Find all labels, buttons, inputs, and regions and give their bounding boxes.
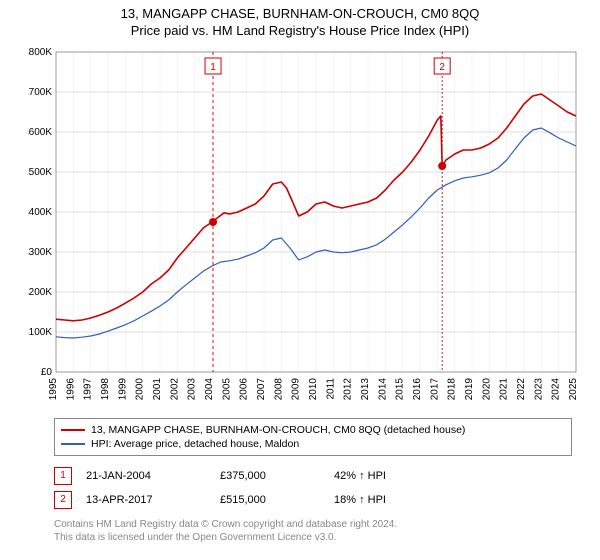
svg-text:2009: 2009 [291,378,302,401]
sale-delta-2: 18% ↑ HPI [334,494,454,506]
svg-text:2004: 2004 [204,378,215,401]
svg-text:2002: 2002 [169,378,180,401]
svg-text:2011: 2011 [325,378,336,400]
svg-text:2005: 2005 [221,378,232,401]
footer-line-1: Contains HM Land Registry data © Crown c… [54,518,572,531]
svg-text:2024: 2024 [551,378,562,401]
legend-item-property: 13, MANGAPP CHASE, BURNHAM-ON-CROUCH, CM… [61,423,565,437]
price-chart: £0 £100K £200K £300K £400K £500K £600K £700K £80… [28,42,588,412]
svg-text:2018: 2018 [447,378,458,401]
svg-text:2010: 2010 [308,378,319,401]
footer: Contains HM Land Registry data © Crown c… [54,518,572,544]
svg-text:2000: 2000 [135,378,146,401]
svg-text:2013: 2013 [360,378,371,401]
svg-text:2021: 2021 [499,378,510,401]
sale-row-1: 1 21-JAN-2004 £375,000 42% ↑ HPI [54,464,572,488]
svg-text:2025: 2025 [568,378,579,401]
sale-price-1: £375,000 [220,470,320,482]
svg-text:1995: 1995 [48,378,59,401]
sales-table: 1 21-JAN-2004 £375,000 42% ↑ HPI 2 13-AP… [54,464,572,512]
sale-price-2: £515,000 [220,494,320,506]
svg-text:£800K: £800K [28,47,52,58]
sale-row-2: 2 13-APR-2017 £515,000 18% ↑ HPI [54,488,572,512]
chart-subtitle: Price paid vs. HM Land Registry's House … [0,21,600,42]
svg-text:2012: 2012 [343,378,354,401]
legend-item-hpi: HPI: Average price, detached house, Mald… [61,437,565,451]
svg-text:2017: 2017 [429,378,440,401]
svg-text:2023: 2023 [533,378,544,401]
svg-text:£0: £0 [41,367,53,378]
svg-text:2: 2 [439,62,445,73]
svg-text:£300K: £300K [28,247,52,258]
legend-label-hpi: HPI: Average price, detached house, Mald… [91,438,299,450]
svg-text:1996: 1996 [65,378,76,401]
sale-date-1: 21-JAN-2004 [86,470,206,482]
svg-text:1999: 1999 [117,378,128,401]
svg-text:1998: 1998 [100,378,111,401]
svg-text:2008: 2008 [273,378,284,401]
page: 13, MANGAPP CHASE, BURNHAM-ON-CROUCH, CM… [0,0,600,560]
svg-text:£400K: £400K [28,207,52,218]
svg-text:2007: 2007 [256,378,267,401]
chart-area: £0 £100K £200K £300K £400K £500K £600K £700K £80… [28,42,588,412]
svg-text:2003: 2003 [187,378,198,401]
svg-text:£200K: £200K [28,287,52,298]
svg-text:2014: 2014 [377,378,388,401]
svg-text:2001: 2001 [152,378,163,401]
svg-text:2019: 2019 [464,378,475,401]
svg-text:£600K: £600K [28,127,52,138]
svg-text:£500K: £500K [28,167,52,178]
svg-text:2016: 2016 [412,378,423,401]
svg-text:£700K: £700K [28,87,52,98]
svg-text:2006: 2006 [239,378,250,401]
legend-swatch-hpi [61,443,85,445]
legend: 13, MANGAPP CHASE, BURNHAM-ON-CROUCH, CM… [54,418,572,456]
svg-text:1997: 1997 [83,378,94,401]
sale-marker-1: 1 [54,467,72,485]
svg-text:2020: 2020 [481,378,492,401]
footer-line-2: This data is licensed under the Open Gov… [54,531,572,544]
chart-title: 13, MANGAPP CHASE, BURNHAM-ON-CROUCH, CM… [0,0,600,21]
svg-text:£100K: £100K [28,327,52,338]
svg-text:2015: 2015 [395,378,406,401]
legend-label-property: 13, MANGAPP CHASE, BURNHAM-ON-CROUCH, CM… [91,424,465,436]
sale-marker-2: 2 [54,491,72,509]
svg-text:2022: 2022 [516,378,527,401]
svg-text:1: 1 [210,62,216,73]
sale-delta-1: 42% ↑ HPI [334,470,454,482]
sale-date-2: 13-APR-2017 [86,494,206,506]
legend-swatch-property [61,429,85,431]
